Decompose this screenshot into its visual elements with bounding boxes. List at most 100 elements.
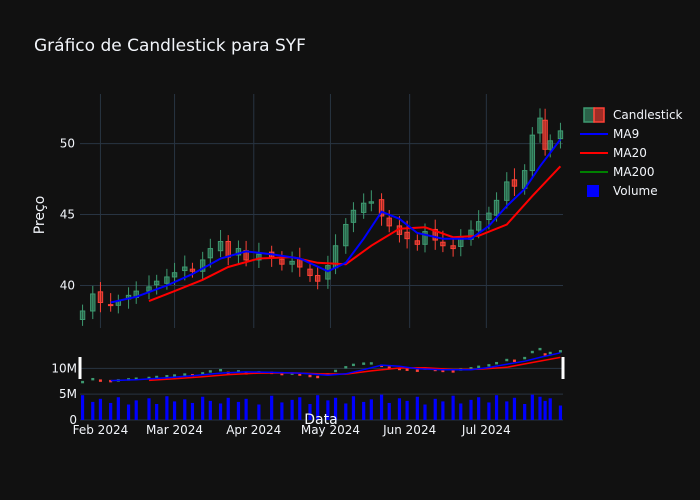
candle xyxy=(182,255,188,281)
legend-box-icon xyxy=(587,185,599,197)
range-slider-handle-right xyxy=(561,357,565,379)
candle xyxy=(360,193,367,219)
volume-bar xyxy=(244,398,248,420)
volume-tick-label: 10M xyxy=(51,361,77,375)
range-slider-ma9 xyxy=(110,352,561,382)
candle-body xyxy=(235,248,242,256)
candle xyxy=(279,251,285,271)
candle xyxy=(307,262,313,282)
candle-body xyxy=(79,310,86,320)
volume-bar xyxy=(397,398,402,420)
legend-item: MA200 xyxy=(580,165,654,179)
ma20-line xyxy=(148,165,562,303)
volume-bar xyxy=(523,403,527,420)
date-tick-label: Jun 2024 xyxy=(382,423,436,437)
volume-bar xyxy=(147,398,151,420)
candle-body xyxy=(225,240,231,258)
candle xyxy=(207,238,214,268)
price-tick-label: 45 xyxy=(60,208,75,222)
volume-bar xyxy=(538,396,542,420)
candle-body xyxy=(414,240,421,245)
volume-bar xyxy=(423,404,427,420)
volume-bar xyxy=(155,403,159,420)
volume-bar xyxy=(512,397,517,420)
volume-bar xyxy=(201,396,205,420)
date-axis-ticks: Feb 2024 Mar 2024 Apr 2024 May 2024 Jun 2024… xyxy=(73,423,511,437)
volume-bar xyxy=(126,404,131,420)
volume-tick-label: 0 xyxy=(69,413,77,427)
candle xyxy=(542,108,548,156)
legend-candle-up-icon xyxy=(583,107,595,123)
legend-label: MA9 xyxy=(613,127,639,141)
range-slider-ma20 xyxy=(148,356,561,382)
volume-bar xyxy=(477,397,481,420)
candle-body xyxy=(297,258,303,268)
candle-body xyxy=(343,223,349,247)
volume-bar xyxy=(236,401,241,420)
date-tick-label: Feb 2024 xyxy=(73,423,129,437)
range-slider-handle-left xyxy=(78,357,82,379)
candle xyxy=(217,230,224,258)
volume-axis-ticks: 0 5M 10M xyxy=(51,361,77,427)
volume-bar xyxy=(80,395,85,420)
candle-body xyxy=(493,199,500,216)
volume-bar xyxy=(548,398,552,420)
candle-body xyxy=(97,291,104,303)
legend-label: Volume xyxy=(613,184,658,198)
candle-body xyxy=(189,268,196,272)
volume-bar xyxy=(558,405,563,420)
candle-body xyxy=(378,199,385,217)
candle-body xyxy=(256,253,262,261)
candle-body xyxy=(368,201,375,204)
ma9-line xyxy=(110,138,562,304)
volume-bar xyxy=(109,402,113,420)
candle xyxy=(343,218,349,254)
legend-item: Volume xyxy=(587,184,658,198)
candle-body xyxy=(153,280,160,286)
volume-tick-label: 5M xyxy=(59,387,77,401)
candle-body xyxy=(307,268,313,277)
candle xyxy=(450,239,456,257)
candle xyxy=(199,251,206,280)
volume-bar xyxy=(308,403,312,420)
volume-bar xyxy=(298,397,302,420)
chart-legend: Candlestick MA9 MA20 MA200 Volume xyxy=(580,107,683,198)
candle xyxy=(153,274,160,295)
legend-item: Candlestick xyxy=(583,107,683,123)
candle-body xyxy=(547,140,553,150)
volume-bar xyxy=(226,397,230,420)
candle xyxy=(368,190,375,212)
volume-bar xyxy=(190,402,195,420)
y-axis-title: Preço xyxy=(32,196,48,235)
volume-bar xyxy=(451,395,455,420)
candle-body xyxy=(350,209,357,223)
candle-body xyxy=(422,231,428,245)
volume-bar xyxy=(172,401,177,420)
volume-bar xyxy=(369,399,373,420)
candle-body xyxy=(404,231,410,240)
candle-body xyxy=(171,272,178,278)
candle-body xyxy=(529,134,536,172)
price-tick-label: 40 xyxy=(60,278,75,292)
volume-bar xyxy=(218,403,223,420)
candle-body xyxy=(164,276,170,284)
date-tick-label: Mar 2024 xyxy=(146,423,203,437)
volume-bar xyxy=(98,398,103,420)
volume-bar xyxy=(290,399,294,420)
date-tick-label: Jul 2024 xyxy=(461,423,511,437)
legend-label: Candlestick xyxy=(613,108,683,122)
x-axis-title: Data xyxy=(304,412,337,428)
range-slider[interactable] xyxy=(78,345,565,385)
candle xyxy=(432,219,438,250)
candle-body xyxy=(289,260,295,265)
volume-bar xyxy=(344,403,348,420)
legend-label: MA200 xyxy=(613,165,654,179)
candle-body xyxy=(486,212,492,221)
volume-bar xyxy=(387,402,391,420)
candle-body xyxy=(450,245,456,250)
candle xyxy=(557,122,564,149)
candle xyxy=(537,108,543,143)
candle-body xyxy=(207,248,214,259)
